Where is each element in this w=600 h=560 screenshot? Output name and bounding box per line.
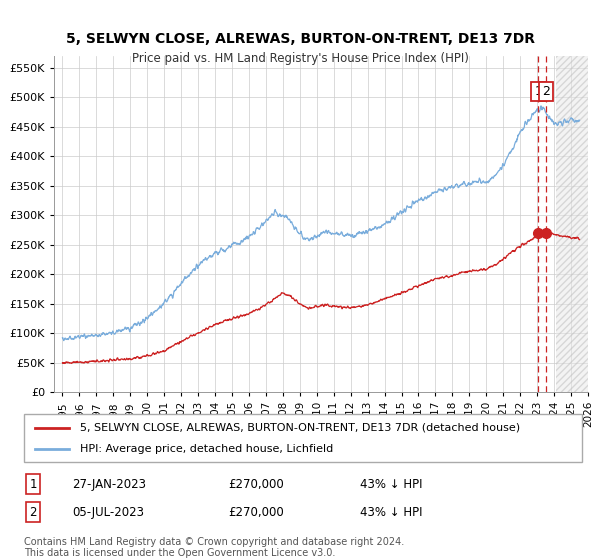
Text: 05-JUL-2023: 05-JUL-2023 (72, 506, 144, 519)
Text: £270,000: £270,000 (228, 506, 284, 519)
Text: HPI: Average price, detached house, Lichfield: HPI: Average price, detached house, Lich… (80, 444, 333, 454)
Text: 1: 1 (29, 478, 37, 491)
Text: 5, SELWYN CLOSE, ALREWAS, BURTON-ON-TRENT, DE13 7DR (detached house): 5, SELWYN CLOSE, ALREWAS, BURTON-ON-TREN… (80, 423, 520, 433)
Text: 43% ↓ HPI: 43% ↓ HPI (360, 478, 422, 491)
Text: 1: 1 (535, 85, 542, 98)
Text: Contains HM Land Registry data © Crown copyright and database right 2024.: Contains HM Land Registry data © Crown c… (24, 536, 404, 547)
Text: 5, SELWYN CLOSE, ALREWAS, BURTON-ON-TRENT, DE13 7DR: 5, SELWYN CLOSE, ALREWAS, BURTON-ON-TREN… (65, 32, 535, 46)
Text: 2: 2 (29, 506, 37, 519)
Text: 2: 2 (542, 85, 550, 98)
Text: This data is licensed under the Open Government Licence v3.0.: This data is licensed under the Open Gov… (24, 548, 335, 558)
Text: £270,000: £270,000 (228, 478, 284, 491)
Text: Price paid vs. HM Land Registry's House Price Index (HPI): Price paid vs. HM Land Registry's House … (131, 52, 469, 66)
FancyBboxPatch shape (24, 414, 582, 462)
Bar (556, 56, 588, 392)
Text: 27-JAN-2023: 27-JAN-2023 (72, 478, 146, 491)
Text: 43% ↓ HPI: 43% ↓ HPI (360, 506, 422, 519)
